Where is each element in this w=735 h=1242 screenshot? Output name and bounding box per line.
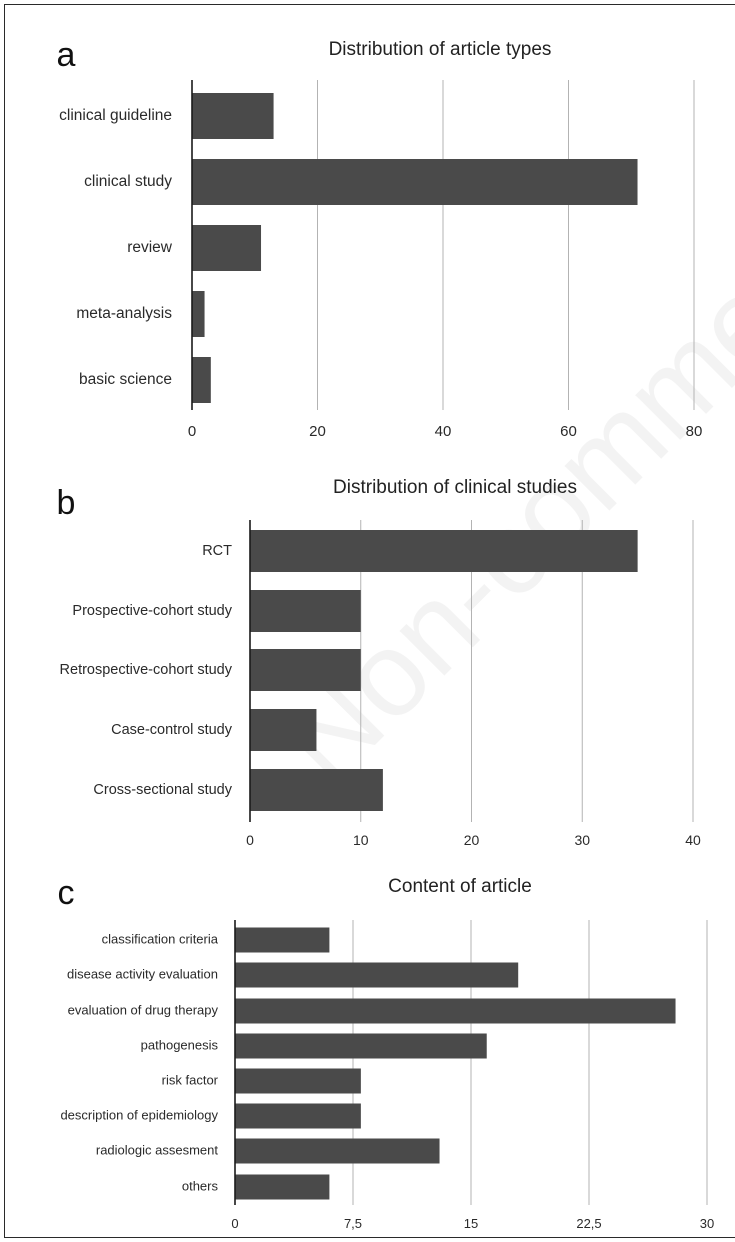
bar xyxy=(235,1033,487,1059)
figure-frame xyxy=(4,4,735,1238)
bar xyxy=(250,530,638,572)
bar xyxy=(250,590,361,632)
tick-label: 0 xyxy=(246,832,254,848)
category-label: RCT xyxy=(202,543,232,559)
bar xyxy=(235,927,330,953)
bar xyxy=(235,1174,330,1200)
tick-label: 20 xyxy=(464,832,480,848)
chart-panel-a: a Distribution of article types clinical g… xyxy=(57,36,703,440)
category-label: Case-control study xyxy=(111,722,233,738)
panel-letter: c xyxy=(58,874,75,912)
panel-letter: a xyxy=(57,36,76,74)
bar xyxy=(192,357,211,403)
category-label: basic science xyxy=(79,371,172,388)
tick-label: 0 xyxy=(188,423,196,440)
category-label: Cross-sectional study xyxy=(93,782,232,798)
tick-label: 15 xyxy=(464,1216,478,1231)
bar xyxy=(235,962,519,988)
panel-letter: b xyxy=(57,484,76,522)
bar xyxy=(192,291,205,337)
category-label: radiologic assesment xyxy=(96,1142,219,1157)
chart-title: Distribution of article types xyxy=(329,39,552,60)
bar xyxy=(192,225,262,271)
bar xyxy=(235,1138,440,1164)
tick-label: 60 xyxy=(560,423,577,440)
bar xyxy=(192,93,274,139)
tick-label: 30 xyxy=(700,1216,714,1231)
category-label: review xyxy=(127,239,173,256)
category-label: disease activity evaluation xyxy=(67,966,218,981)
category-label: risk factor xyxy=(162,1072,219,1087)
tick-label: 80 xyxy=(686,423,703,440)
category-label: pathogenesis xyxy=(141,1037,219,1052)
tick-label: 0 xyxy=(231,1216,238,1231)
tick-label: 10 xyxy=(353,832,369,848)
category-label: classification criteria xyxy=(102,931,219,946)
tick-label: 20 xyxy=(309,423,326,440)
category-label: Prospective-cohort study xyxy=(72,603,232,619)
tick-label: 30 xyxy=(574,832,590,848)
category-label: clinical guideline xyxy=(59,107,172,124)
tick-label: 7,5 xyxy=(344,1216,362,1231)
bar xyxy=(235,1068,361,1094)
tick-label: 22,5 xyxy=(576,1216,601,1231)
bar xyxy=(250,709,317,751)
chart-panel-b: b Distribution of clinical studies RCT Pros… xyxy=(57,477,701,848)
bar xyxy=(192,159,638,205)
category-label: others xyxy=(182,1178,219,1193)
category-label: clinical study xyxy=(84,173,172,190)
bar xyxy=(235,998,676,1024)
chart-panel-c: c Content of article classification criter… xyxy=(58,874,715,1231)
category-label: description of epidemiology xyxy=(60,1107,218,1122)
bar xyxy=(250,649,361,691)
chart-title: Distribution of clinical studies xyxy=(333,477,577,498)
bar xyxy=(235,1103,361,1129)
bar xyxy=(250,769,383,811)
category-label: Retrospective-cohort study xyxy=(60,662,233,678)
tick-label: 40 xyxy=(685,832,701,848)
category-label: evaluation of drug therapy xyxy=(68,1002,219,1017)
category-label: meta-analysis xyxy=(76,305,172,322)
chart-title: Content of article xyxy=(388,876,532,897)
tick-label: 40 xyxy=(435,423,452,440)
